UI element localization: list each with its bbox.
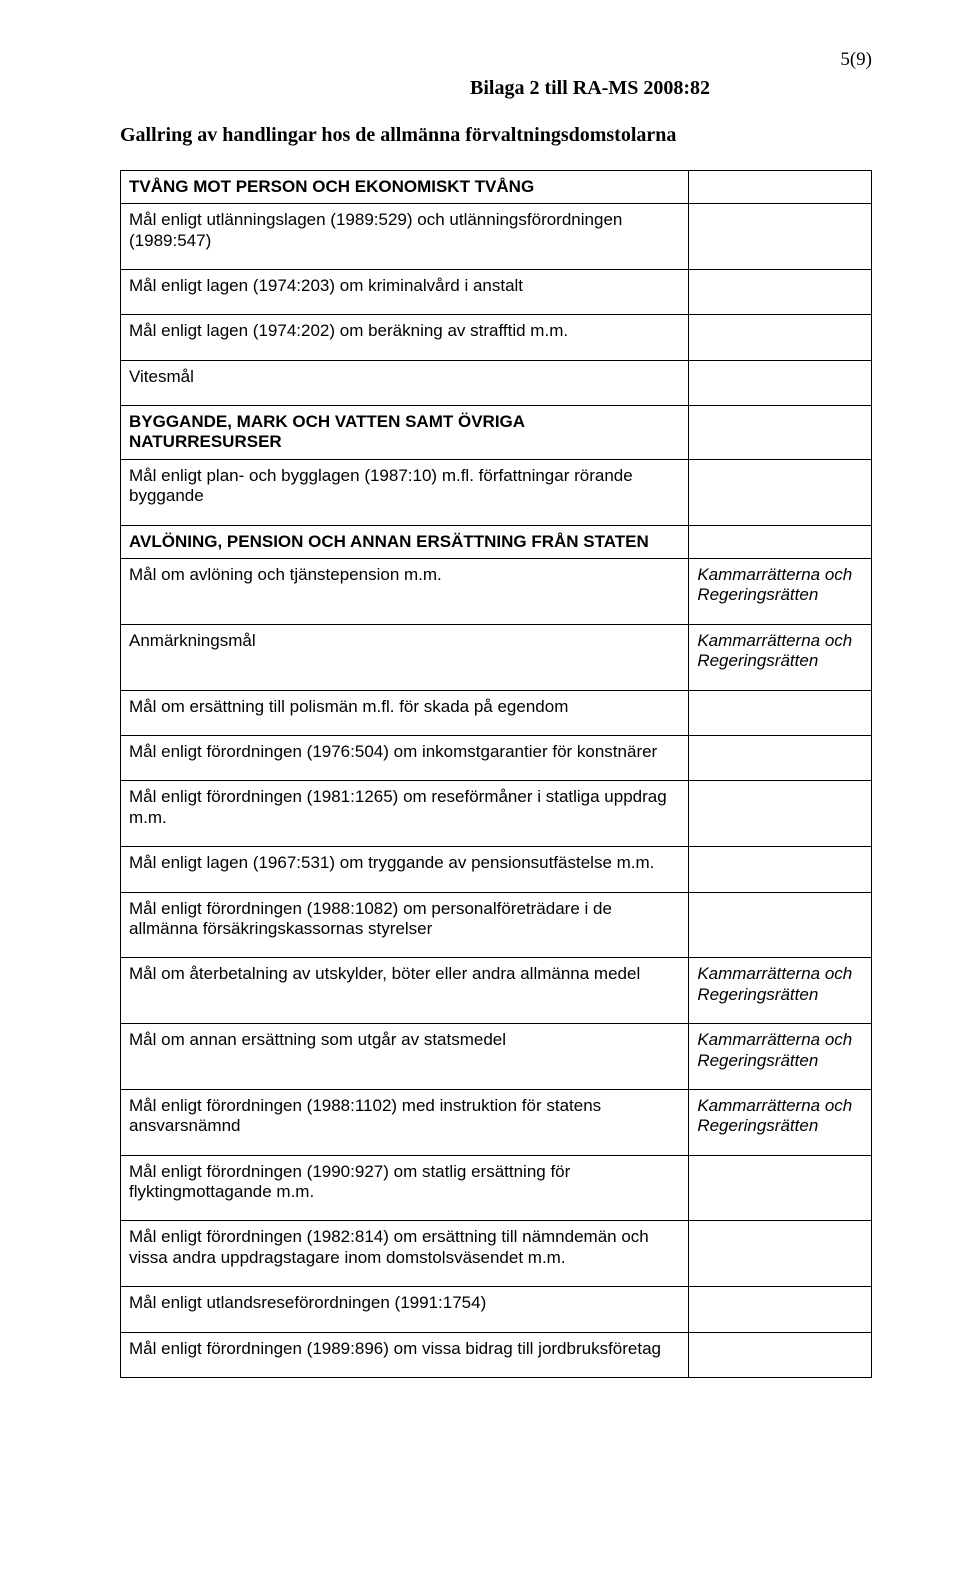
table-row: Mål om återbetalning av utskylder, böter… [121,958,872,1024]
table-row: Mål enligt utlänningslagen (1989:529) oc… [121,204,872,270]
table-row: Mål enligt förordningen (1988:1102) med … [121,1089,872,1155]
item-cell: Mål enligt utlänningslagen (1989:529) oc… [121,204,689,270]
section-heading: AVLÖNING, PENSION OCH ANNAN ERSÄTTNING F… [121,525,689,558]
table-row: Mål enligt förordningen (1976:504) om in… [121,736,872,781]
item-cell: Mål enligt förordningen (1981:1265) om r… [121,781,689,847]
table-row: Mål om avlöning och tjänstepension m.m.K… [121,559,872,625]
item-cell: Mål enligt förordningen (1982:814) om er… [121,1221,689,1287]
table-row: Mål enligt förordningen (1982:814) om er… [121,1221,872,1287]
item-cell: Mål enligt utlandsreseförordningen (1991… [121,1287,689,1332]
note-cell: Kammarrätterna och Regeringsrätten [689,958,872,1024]
note-cell: Kammarrätterna och Regeringsrätten [689,624,872,690]
note-cell [689,525,872,558]
table-row: Mål enligt lagen (1974:202) om beräkning… [121,315,872,360]
table-row: Mål enligt lagen (1974:203) om kriminalv… [121,269,872,314]
table-row: Mål enligt förordningen (1981:1265) om r… [121,781,872,847]
item-cell: Mål om ersättning till polismän m.fl. fö… [121,690,689,735]
note-cell [689,459,872,525]
table-row: Mål enligt plan- och bygglagen (1987:10)… [121,459,872,525]
table-row: Mål om ersättning till polismän m.fl. fö… [121,690,872,735]
item-cell: Anmärkningsmål [121,624,689,690]
page: 5(9) Bilaga 2 till RA-MS 2008:82 Gallrin… [0,0,960,1442]
item-cell: Mål enligt förordningen (1976:504) om in… [121,736,689,781]
table-row: Mål enligt förordningen (1988:1082) om p… [121,892,872,958]
item-cell: Mål enligt förordningen (1988:1082) om p… [121,892,689,958]
page-title: Gallring av handlingar hos de allmänna f… [120,123,872,148]
note-cell [689,1287,872,1332]
item-cell: Mål om annan ersättning som utgår av sta… [121,1024,689,1090]
note-cell [689,690,872,735]
note-cell [689,1155,872,1221]
item-cell: Vitesmål [121,360,689,405]
section-heading: BYGGANDE, MARK OCH VATTEN SAMT ÖVRIGA NA… [121,406,689,460]
item-cell: Mål enligt lagen (1967:531) om tryggande… [121,847,689,892]
table-row: Mål enligt utlandsreseförordningen (1991… [121,1287,872,1332]
note-cell: Kammarrätterna och Regeringsrätten [689,1089,872,1155]
note-cell [689,1332,872,1377]
item-cell: Mål enligt förordningen (1988:1102) med … [121,1089,689,1155]
item-cell: Mål enligt förordningen (1989:896) om vi… [121,1332,689,1377]
note-cell: Kammarrätterna och Regeringsrätten [689,559,872,625]
note-cell [689,170,872,203]
note-cell [689,204,872,270]
note-cell [689,406,872,460]
table-row: BYGGANDE, MARK OCH VATTEN SAMT ÖVRIGA NA… [121,406,872,460]
page-number: 5(9) [120,48,872,72]
table-row: Mål enligt förordningen (1989:896) om vi… [121,1332,872,1377]
note-cell: Kammarrätterna och Regeringsrätten [689,1024,872,1090]
section-heading: TVÅNG MOT PERSON OCH EKONOMISKT TVÅNG [121,170,689,203]
table-row: Mål om annan ersättning som utgår av sta… [121,1024,872,1090]
table-row: TVÅNG MOT PERSON OCH EKONOMISKT TVÅNG [121,170,872,203]
appendix-line: Bilaga 2 till RA-MS 2008:82 [120,76,872,101]
item-cell: Mål enligt lagen (1974:202) om beräkning… [121,315,689,360]
item-cell: Mål enligt plan- och bygglagen (1987:10)… [121,459,689,525]
table-row: Mål enligt förordningen (1990:927) om st… [121,1155,872,1221]
note-cell [689,736,872,781]
item-cell: Mål om återbetalning av utskylder, böter… [121,958,689,1024]
item-cell: Mål enligt lagen (1974:203) om kriminalv… [121,269,689,314]
note-cell [689,269,872,314]
item-cell: Mål enligt förordningen (1990:927) om st… [121,1155,689,1221]
note-cell [689,892,872,958]
note-cell [689,1221,872,1287]
item-cell: Mål om avlöning och tjänstepension m.m. [121,559,689,625]
table-row: AnmärkningsmålKammarrätterna och Regerin… [121,624,872,690]
note-cell [689,781,872,847]
note-cell [689,847,872,892]
note-cell [689,360,872,405]
table-row: Mål enligt lagen (1967:531) om tryggande… [121,847,872,892]
table-row: AVLÖNING, PENSION OCH ANNAN ERSÄTTNING F… [121,525,872,558]
note-cell [689,315,872,360]
table-row: Vitesmål [121,360,872,405]
content-table: TVÅNG MOT PERSON OCH EKONOMISKT TVÅNG Må… [120,170,872,1378]
